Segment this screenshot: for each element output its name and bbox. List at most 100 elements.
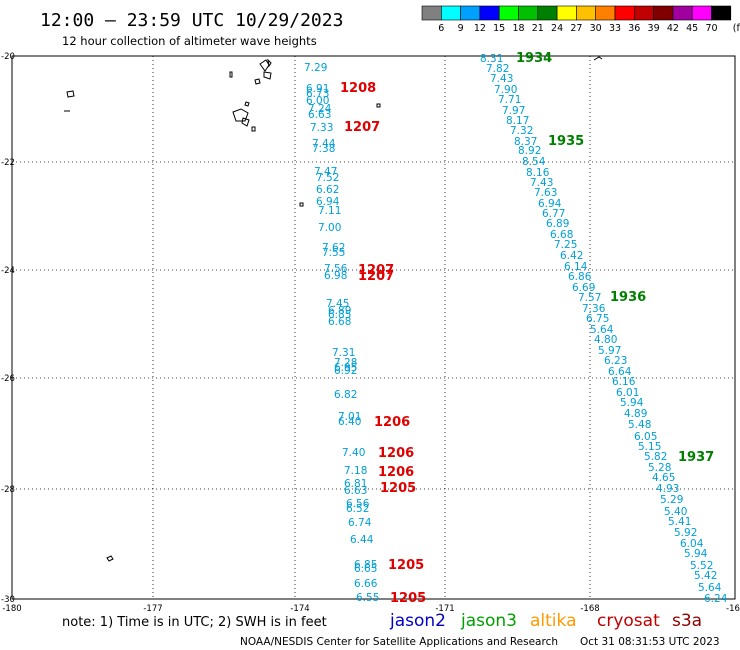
wave-height-value: 7.44 bbox=[312, 138, 336, 150]
longitude-label: -171 bbox=[435, 604, 454, 614]
mission-jason3-label: jason3 bbox=[460, 611, 517, 631]
legend-swatch bbox=[653, 5, 674, 21]
legend-swatch bbox=[595, 5, 616, 21]
legend-swatch bbox=[518, 5, 539, 21]
wave-height-value: 7.36 bbox=[582, 303, 606, 315]
mission-cryosat-label: cryosat bbox=[597, 611, 660, 631]
legend-value-label: 18 bbox=[512, 23, 524, 34]
island-outline bbox=[106, 555, 114, 562]
legend-value-label: 30 bbox=[590, 23, 602, 34]
legend-swatch bbox=[479, 5, 500, 21]
pass-time-label: 1206 bbox=[374, 415, 410, 430]
wave-height-value: 6.23 bbox=[604, 355, 627, 367]
credit-text: NOAA/NESDIS Center for Satellite Applica… bbox=[240, 636, 558, 648]
wave-height-value: 7.43 bbox=[490, 73, 513, 85]
wave-height-value: 6.85 bbox=[328, 309, 351, 321]
legend-swatch bbox=[614, 5, 635, 21]
wave-height-value: 6.68 bbox=[328, 316, 351, 328]
wave-height-value: 6.75 bbox=[586, 313, 609, 325]
wave-height-value: 5.15 bbox=[638, 441, 661, 453]
legend-swatch bbox=[537, 5, 558, 21]
wave-height-value: 7.01 bbox=[338, 411, 361, 423]
wave-height-value: 7.25 bbox=[554, 239, 577, 251]
wave-height-value: 6.81 bbox=[344, 478, 367, 490]
wave-height-value: 6.65 bbox=[354, 563, 377, 575]
latitude-label: -30 bbox=[1, 595, 15, 605]
pass-time-label: 1207 bbox=[358, 269, 394, 284]
wave-height-value: 7.47 bbox=[314, 166, 337, 178]
wave-height-value: 7.00 bbox=[318, 222, 341, 234]
legend-unit-label: (ft) bbox=[733, 23, 740, 34]
wave-height-value: 6.24 bbox=[704, 593, 728, 605]
wave-height-value: 7.40 bbox=[342, 447, 365, 459]
wave-height-value: 6.82 bbox=[334, 389, 357, 401]
wave-height-value: 4.80 bbox=[594, 334, 617, 346]
lat-lon-grid bbox=[12, 56, 735, 599]
wave-height-value: 6.01 bbox=[616, 387, 639, 399]
island-outline bbox=[232, 108, 249, 122]
wave-height-value: 5.64 bbox=[590, 324, 614, 336]
legend-swatch bbox=[421, 5, 442, 21]
wave-height-value: 7.29 bbox=[304, 62, 327, 74]
wave-height-value: 6.91 bbox=[306, 83, 329, 95]
wave-height-value: 6.62 bbox=[316, 184, 339, 196]
wave-height-value: 6.98 bbox=[324, 270, 347, 282]
wave-height-value: 4.93 bbox=[656, 483, 679, 495]
wave-height-value: 6.42 bbox=[560, 250, 583, 262]
pass-number-label: 1935 bbox=[548, 134, 584, 149]
legend-value-label: 15 bbox=[493, 23, 505, 34]
wave-height-value: 5.64 bbox=[698, 582, 722, 594]
wave-height-value: 7.55 bbox=[322, 247, 345, 259]
legend-swatch bbox=[498, 5, 519, 21]
legend-swatch bbox=[460, 5, 481, 21]
legend-value-label: 45 bbox=[686, 23, 698, 34]
wave-height-value: 7.24 bbox=[308, 103, 332, 115]
latitude-label: -24 bbox=[1, 266, 15, 276]
legend-value-label: 33 bbox=[609, 23, 621, 34]
wave-height-value: 6.05 bbox=[634, 431, 657, 443]
map-frame bbox=[11, 55, 736, 600]
wave-height-value: 6.77 bbox=[542, 208, 565, 220]
pass-time-label: 1205 bbox=[380, 481, 416, 496]
wave-height-value: 7.52 bbox=[316, 172, 339, 184]
wave-height-value: 6.40 bbox=[338, 416, 361, 428]
island-outline bbox=[254, 78, 261, 85]
map-title: 12:00 – 23:59 UTC 10/29/2023 bbox=[40, 10, 343, 31]
wave-height-value: 5.29 bbox=[660, 494, 683, 506]
island-outline bbox=[299, 202, 304, 207]
wave-height-value: 5.41 bbox=[668, 516, 691, 528]
wave-height-value: 8.92 bbox=[518, 145, 541, 157]
generated-timestamp: Oct 31 08:31:53 UTC 2023 bbox=[580, 636, 720, 648]
longitude-label: -16 bbox=[726, 604, 740, 614]
wave-height-value: 7.11 bbox=[318, 205, 341, 217]
legend-value-label: 42 bbox=[667, 23, 679, 34]
island-outline bbox=[241, 117, 250, 127]
axis-tick-labels: -180 -177 -174 -171 -168 -16 -20 -22 -24 -26 -28 -3… bbox=[1, 52, 740, 614]
wave-height-value: 5.97 bbox=[598, 345, 621, 357]
legend-swatch bbox=[633, 5, 654, 21]
wave-height-value: 5.92 bbox=[674, 527, 697, 539]
island-outline bbox=[267, 58, 272, 68]
longitude-label: -168 bbox=[580, 604, 599, 614]
island-outline bbox=[66, 90, 75, 98]
pass-number-label: 1936 bbox=[610, 290, 646, 305]
wave-height-value: 6.68 bbox=[550, 229, 573, 241]
wave-height-value: 7.90 bbox=[494, 84, 517, 96]
wave-height-value: 7.82 bbox=[486, 63, 509, 75]
wave-height-value: 6.92 bbox=[334, 365, 357, 377]
wave-height-value: 6.16 bbox=[612, 376, 636, 388]
latitude-label: -26 bbox=[1, 374, 15, 384]
wave-height-value: 8.16 bbox=[526, 167, 550, 179]
island-outline bbox=[263, 71, 272, 80]
wave-height-value: 8.31 bbox=[480, 53, 503, 65]
legend-swatch bbox=[440, 5, 461, 21]
wave-height-value: 6.86 bbox=[568, 271, 592, 283]
wave-height-value: 5.94 bbox=[620, 397, 644, 409]
legend-value-label: 9 bbox=[458, 23, 464, 34]
map-subtitle: 12 hour collection of altimeter wave hei… bbox=[62, 34, 317, 48]
wave-height-value: 6.94 bbox=[538, 198, 562, 210]
mission-s3a-label: s3a bbox=[672, 611, 702, 631]
wave-height-value: 7.38 bbox=[312, 143, 335, 155]
wave-height-value: 7.97 bbox=[502, 105, 525, 117]
wave-height-value: 7.62 bbox=[322, 242, 345, 254]
